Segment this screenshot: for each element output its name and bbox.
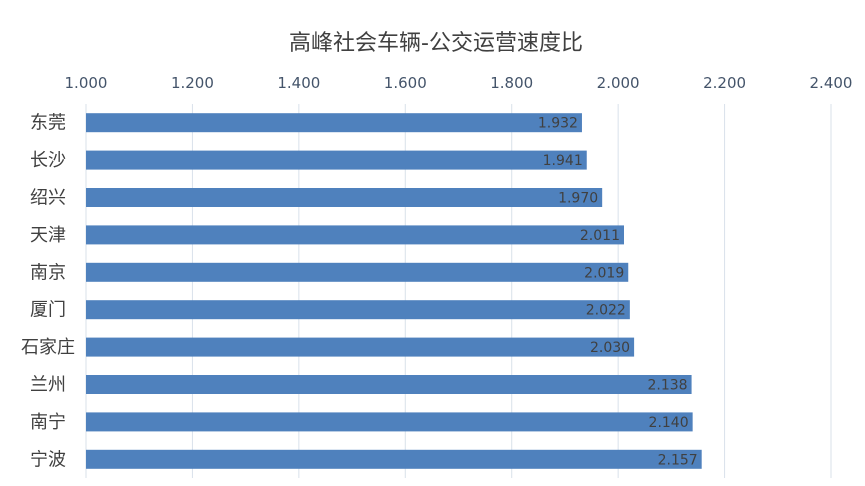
- category-label: 石家庄: [21, 337, 75, 358]
- category-label: 兰州: [30, 375, 66, 396]
- category-label: 绍兴: [30, 188, 66, 209]
- bar: [86, 300, 630, 320]
- bar: [86, 449, 702, 469]
- value-label: 1.932: [538, 116, 578, 132]
- category-label: 长沙: [30, 150, 66, 171]
- x-tick-label: 2.000: [597, 74, 640, 92]
- chart-title: 高峰社会车辆-公交运营速度比: [289, 31, 583, 56]
- value-label: 2.138: [647, 378, 687, 394]
- category-label: 宁波: [30, 449, 66, 470]
- value-label: 2.140: [649, 415, 689, 431]
- bars: [86, 113, 702, 469]
- category-label: 东莞: [30, 113, 66, 134]
- value-label: 2.022: [586, 303, 626, 319]
- bar: [86, 262, 629, 282]
- x-tick-label: 2.200: [703, 74, 746, 92]
- bar: [86, 375, 692, 394]
- bar: [86, 412, 693, 432]
- bar: [86, 225, 624, 245]
- x-tick-label: 1.600: [384, 74, 427, 92]
- value-label: 2.157: [658, 452, 698, 468]
- x-tick-label: 1.200: [171, 74, 214, 92]
- bar: [86, 337, 635, 357]
- category-label: 南京: [30, 262, 66, 283]
- x-tick-label: 1.000: [65, 74, 108, 92]
- x-tick-label: 1.400: [277, 74, 320, 92]
- value-label: 1.941: [543, 153, 583, 169]
- x-tick-label: 1.800: [490, 74, 533, 92]
- category-label: 南宁: [30, 412, 66, 433]
- value-label: 1.970: [558, 191, 598, 207]
- value-label: 2.011: [580, 228, 620, 244]
- category-label: 天津: [30, 225, 66, 246]
- category-label: 厦门: [30, 300, 66, 321]
- value-labels: 1.932 1.941 1.970 2.011 2.019 2.022 2.030 2.138…: [538, 116, 698, 469]
- bar: [86, 150, 587, 170]
- bar: [86, 188, 603, 207]
- x-axis-tick-labels: 1.000 1.200 1.400 1.600 1.800 2.000 2.200 2.400: [65, 74, 853, 92]
- value-label: 2.019: [584, 265, 624, 281]
- value-label: 2.030: [590, 340, 630, 356]
- bar: [86, 113, 582, 133]
- x-tick-label: 2.400: [810, 74, 853, 92]
